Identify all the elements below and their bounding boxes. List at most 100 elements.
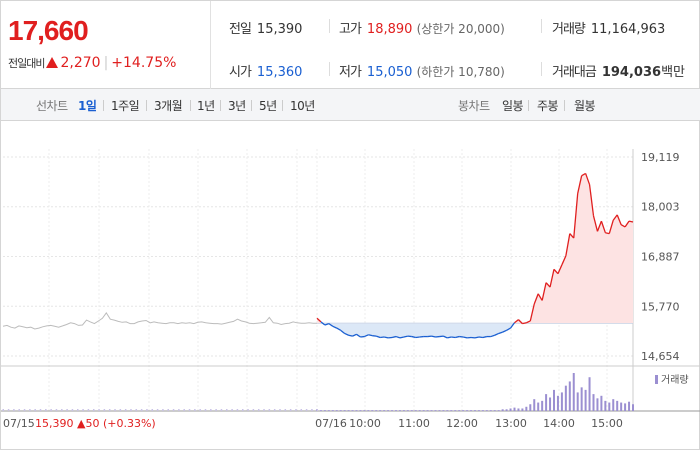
volume-bar	[572, 373, 575, 411]
volume-bar	[513, 407, 516, 411]
tab-5year[interactable]: 5년	[259, 99, 277, 113]
candle-chart-header: 봉차트	[458, 99, 490, 113]
prev-volume-bar	[103, 409, 106, 411]
volume-bar	[434, 410, 437, 411]
volume-bar	[493, 410, 496, 411]
volume-bar	[529, 404, 532, 411]
today-line-segment	[352, 333, 357, 337]
volume-bar	[379, 410, 382, 411]
prev-volume-bar	[130, 409, 132, 411]
today-line-segment	[494, 332, 499, 336]
volume-bar	[545, 394, 548, 411]
prev-volume-bar	[178, 409, 180, 411]
prev-volume-bar	[34, 409, 36, 411]
y-tick-label: 18,003	[641, 201, 680, 214]
tab-1day[interactable]: 1일	[78, 99, 97, 113]
prev-day-change: 50	[85, 417, 103, 430]
tab-daily-candle[interactable]: 일봉	[502, 99, 524, 113]
price-change: 전일대비 2,270 | +14.75%	[8, 55, 176, 71]
line-chart-header: 선차트	[36, 99, 68, 113]
prev-volume-bar	[135, 409, 138, 411]
tab-1year[interactable]: 1년	[197, 99, 215, 113]
prev-volume-bar	[66, 409, 68, 411]
volume-bar	[568, 381, 571, 411]
today-line-segment	[482, 335, 487, 339]
prev-volume-bar	[119, 409, 122, 411]
today-line-segment	[565, 233, 571, 257]
tab-10year[interactable]: 10년	[290, 99, 315, 113]
prev-volume-bar	[18, 409, 20, 411]
prev-volume-bar	[146, 409, 148, 411]
today-line-segment	[316, 317, 322, 323]
tab-weekly-candle[interactable]: 주봉	[537, 99, 559, 113]
today-line-segment	[533, 293, 539, 305]
volume-bar	[383, 410, 386, 411]
today-line-segment	[431, 335, 436, 338]
prev-volume-bar	[188, 409, 191, 411]
volume-legend-swatch	[655, 375, 658, 384]
today-line-segment	[600, 220, 606, 233]
today-line-segment	[332, 325, 338, 329]
today-line-segment	[506, 327, 511, 331]
volume-bar	[553, 389, 555, 411]
prev-volume-bar	[162, 409, 164, 411]
prev-close-value: 15,390	[256, 22, 303, 37]
prev-volume-bar	[263, 409, 265, 411]
x-tick-label: 13:00	[495, 417, 527, 430]
today-line-segment	[320, 321, 326, 326]
volume-bar	[367, 410, 370, 411]
volume-legend-label: 거래량	[661, 374, 689, 386]
volume-bar	[537, 402, 540, 411]
today-line-segment	[537, 293, 543, 301]
volume-bar	[458, 410, 461, 411]
volume-bar	[616, 400, 619, 411]
amount-value: 194,036	[601, 65, 662, 80]
prev-volume-bar	[61, 409, 63, 411]
prev-volume-bar	[194, 409, 196, 411]
today-line-segment	[605, 232, 610, 235]
tab-3year[interactable]: 3년	[228, 99, 246, 113]
prev-volume-bar	[156, 409, 159, 411]
prev-volume-bar	[268, 409, 271, 411]
volume-bar	[556, 395, 559, 411]
down-fill-area	[322, 323, 525, 338]
prev-close: 전일 15,390	[229, 18, 302, 37]
today-line-segment	[573, 193, 579, 239]
volume-bar	[624, 403, 627, 411]
today-line-segment	[612, 214, 618, 221]
y-tick-label: 14,654	[641, 350, 680, 363]
today-line-segment	[522, 322, 527, 325]
period-tabs: 선차트 1일 1주일 3개월 1년 3년 5년 10년 봉차트 일봉 주봉 월봉	[1, 89, 700, 121]
current-price-box: 17,660 전일대비 2,270 | +14.75%	[1, 1, 211, 89]
change-value: 2,270	[60, 55, 101, 71]
today-line-segment	[324, 323, 330, 326]
volume-bar	[628, 401, 631, 411]
today-line-segment	[455, 335, 460, 339]
volume-summary: 거래량 11,164,963	[552, 18, 665, 37]
prev-volume-bar	[305, 409, 308, 411]
volume-bar	[541, 400, 544, 411]
tab-monthly-candle[interactable]: 월봉	[574, 99, 596, 113]
tab-1week[interactable]: 1주일	[111, 99, 140, 113]
prev-volume-bar	[289, 409, 292, 411]
x-tick-label: 12:00	[446, 417, 478, 430]
x-tick-label: 10:00	[349, 417, 381, 430]
today-line-segment	[403, 335, 408, 338]
prev-close-label: 전일	[229, 22, 252, 37]
prev-volume-bar	[215, 409, 217, 411]
prev-volume-bar	[108, 409, 111, 411]
volume-bar	[560, 392, 563, 411]
volume-bar	[450, 410, 453, 411]
prev-volume-bar	[241, 409, 244, 411]
prev-volume-bar	[199, 409, 201, 411]
volume-bar	[430, 410, 433, 411]
open-value: 15,360	[256, 65, 303, 80]
up-fill-area	[317, 173, 633, 324]
volume-bar	[470, 410, 473, 411]
volume-bar	[521, 408, 524, 411]
volume-bar	[462, 410, 465, 411]
volume-bar	[576, 392, 579, 411]
today-line-segment	[592, 215, 599, 232]
tab-3month[interactable]: 3개월	[154, 99, 183, 113]
